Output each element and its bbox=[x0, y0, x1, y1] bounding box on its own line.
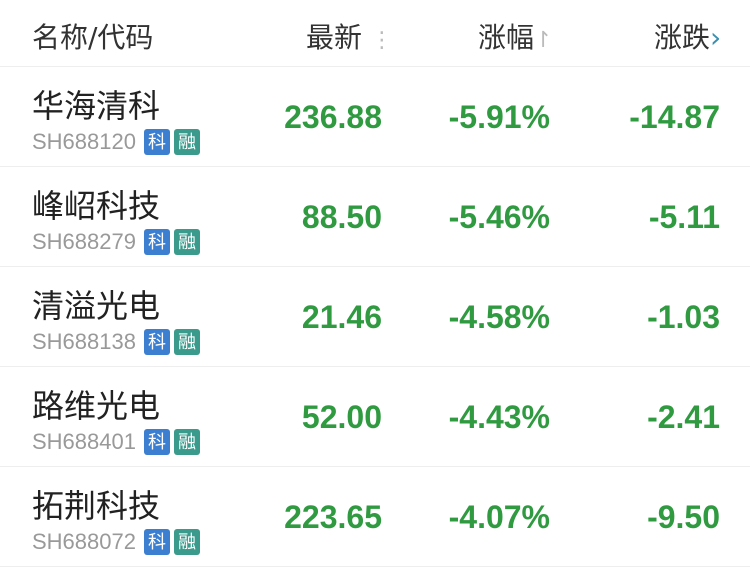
change-amount: -9.50 bbox=[647, 499, 720, 535]
change-amount: -2.41 bbox=[647, 399, 720, 435]
latest-price: 21.46 bbox=[301, 299, 382, 335]
badge-ke: 科 bbox=[143, 529, 170, 555]
header-change-pct-label: 涨幅 bbox=[478, 21, 535, 54]
stock-code-line: SH688072 科融 bbox=[32, 529, 200, 555]
badge-rong: 融 bbox=[173, 229, 200, 255]
badge-ke: 科 bbox=[143, 229, 170, 255]
header-change-pct[interactable]: 涨幅↾ bbox=[478, 16, 552, 56]
table-row[interactable]: 峰岹科技 SH688279 科融 88.50 -5.46% -5.11 bbox=[0, 167, 750, 267]
stock-code: SH688401 bbox=[32, 429, 136, 454]
stock-code: SH688072 bbox=[32, 529, 136, 554]
stock-name: 清溢光电 bbox=[32, 287, 161, 325]
stock-name: 峰岹科技 bbox=[32, 187, 161, 225]
change-pct: -4.43% bbox=[448, 399, 550, 435]
sort-arrow-icon: ↾ bbox=[534, 28, 553, 53]
chevron-right-icon[interactable]: › bbox=[710, 21, 722, 54]
stock-name: 拓荆科技 bbox=[32, 487, 161, 525]
header-change-label: 涨跌 bbox=[654, 21, 711, 54]
change-pct: -5.91% bbox=[448, 99, 550, 135]
header-latest-label: 最新 bbox=[306, 21, 363, 54]
stock-code-line: SH688120 科融 bbox=[32, 129, 200, 155]
stock-code-line: SH688279 科融 bbox=[32, 229, 200, 255]
badge-rong: 融 bbox=[173, 329, 200, 355]
badge-ke: 科 bbox=[143, 329, 170, 355]
table-row[interactable]: 拓荆科技 SH688072 科融 223.65 -4.07% -9.50 bbox=[0, 467, 750, 567]
latest-price: 236.88 bbox=[284, 99, 382, 135]
header-latest[interactable]: 最新 ⋮ bbox=[306, 16, 393, 56]
stock-code: SH688279 bbox=[32, 229, 136, 254]
table-row[interactable]: 清溢光电 SH688138 科融 21.46 -4.58% -1.03 bbox=[0, 267, 750, 367]
table-row[interactable]: 华海清科 SH688120 科融 236.88 -5.91% -14.87 bbox=[0, 67, 750, 167]
latest-price: 223.65 bbox=[284, 499, 382, 535]
table-row[interactable]: 路维光电 SH688401 科融 52.00 -4.43% -2.41 bbox=[0, 367, 750, 467]
change-amount: -14.87 bbox=[629, 99, 720, 135]
badge-ke: 科 bbox=[143, 129, 170, 155]
stock-name: 路维光电 bbox=[32, 387, 161, 425]
badge-ke: 科 bbox=[143, 429, 170, 455]
change-amount: -1.03 bbox=[647, 299, 720, 335]
change-amount: -5.11 bbox=[648, 199, 720, 235]
stock-code: SH688120 bbox=[32, 129, 136, 154]
stock-code-line: SH688138 科融 bbox=[32, 329, 200, 355]
badge-rong: 融 bbox=[173, 529, 200, 555]
header-name: 名称/代码 bbox=[32, 21, 154, 54]
stock-code: SH688138 bbox=[32, 329, 136, 354]
table-header: 名称/代码 最新 ⋮ 涨幅↾ 涨跌› bbox=[0, 0, 750, 67]
badge-rong: 融 bbox=[173, 129, 200, 155]
latest-price: 52.00 bbox=[301, 399, 382, 435]
stock-name: 华海清科 bbox=[32, 87, 161, 125]
stock-code-line: SH688401 科融 bbox=[32, 429, 200, 455]
change-pct: -4.58% bbox=[448, 299, 550, 335]
badge-rong: 融 bbox=[173, 429, 200, 455]
change-pct: -5.46% bbox=[448, 199, 550, 235]
change-pct: -4.07% bbox=[448, 499, 550, 535]
latest-price: 88.50 bbox=[301, 199, 382, 235]
more-vertical-icon: ⋮ bbox=[370, 28, 393, 53]
header-change[interactable]: 涨跌› bbox=[654, 16, 721, 56]
